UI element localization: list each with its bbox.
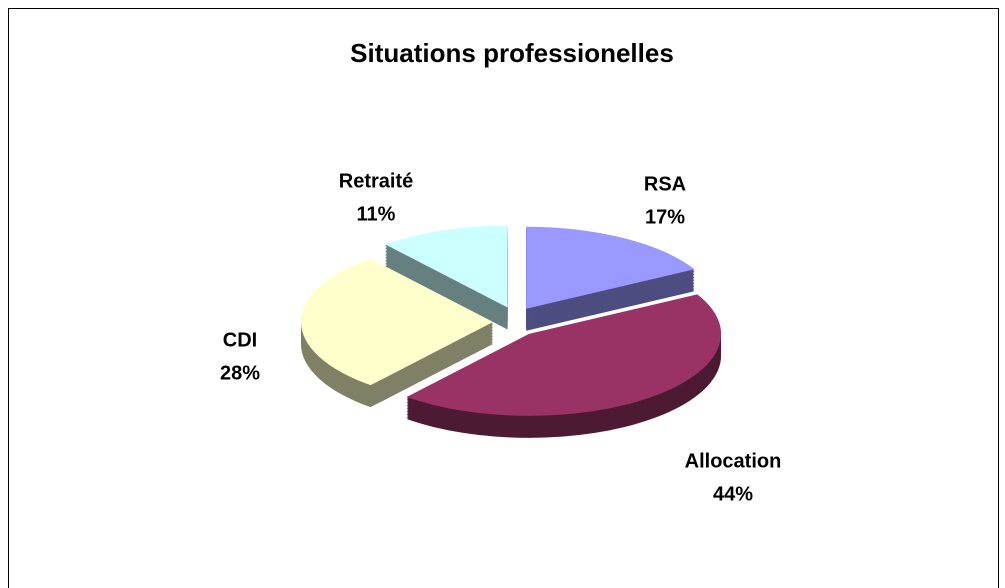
slice <box>301 258 493 408</box>
slice <box>406 294 722 416</box>
value-label: 11% <box>357 203 396 225</box>
value-label: 44% <box>713 483 753 505</box>
slice <box>406 294 722 438</box>
slice <box>385 225 508 330</box>
chart-border <box>8 8 999 588</box>
slice <box>385 225 508 308</box>
chart-title: Situations professionelles <box>350 38 674 68</box>
slice-label: Retraité <box>339 170 413 192</box>
value-label: 17% <box>645 206 685 228</box>
slice <box>526 226 695 331</box>
slice <box>301 258 493 386</box>
slice-label: CDI <box>223 329 257 351</box>
slice <box>526 226 695 309</box>
value-label: 28% <box>220 362 260 384</box>
slice-label: Allocation <box>685 450 782 472</box>
slice-label: RSA <box>644 173 686 195</box>
